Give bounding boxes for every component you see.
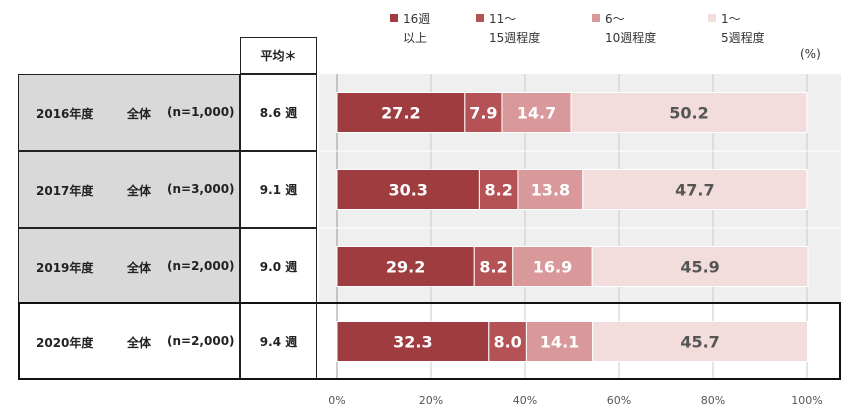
data-label: 45.9: [680, 258, 719, 277]
x-tick-label: 20%: [419, 394, 443, 407]
row-average-2020: 9.4 週: [240, 303, 317, 380]
data-label: 29.2: [386, 258, 425, 277]
data-label: 14.7: [517, 104, 556, 123]
row-label-2020: 2020年度 全体 (n=2,000): [18, 303, 240, 380]
data-label: 16.9: [533, 258, 572, 277]
legend-label-line2: 以上: [403, 31, 428, 45]
row-average-2016: 8.6 週: [240, 74, 317, 151]
legend-swatch-6-10w: [592, 14, 600, 22]
bar-segment: [570, 92, 808, 133]
bar-segment: [488, 321, 527, 362]
row-label-2017: 2017年度 全体 (n=3,000): [18, 151, 240, 228]
bar-segment: [473, 246, 514, 287]
bar-segment: [591, 246, 809, 287]
data-label: 47.7: [675, 181, 714, 200]
legend-item-6-10w: 6～ 10週程度: [592, 10, 656, 48]
row-group: 全体: [127, 261, 152, 275]
data-label: 30.3: [388, 181, 427, 200]
x-tick-label: 40%: [513, 394, 537, 407]
legend-item-16w: 16週 以上: [390, 10, 430, 48]
bar-segment: [336, 169, 480, 210]
bar-segment: [525, 321, 594, 362]
data-label: 50.2: [669, 104, 708, 123]
legend-item-1-5w: 1～ 5週程度: [708, 10, 765, 48]
bar-segment: [501, 92, 572, 133]
legend-label-line2: 5週程度: [721, 31, 765, 45]
data-label: 8.2: [479, 258, 507, 277]
data-label: 45.7: [680, 333, 719, 352]
row-sample-size: (n=1,000): [167, 105, 235, 119]
data-label: 27.2: [381, 104, 420, 123]
legend-label-line1: 6～: [605, 12, 625, 26]
unit-label: (%): [800, 47, 821, 61]
row-year: 2016年度: [36, 107, 94, 121]
row-year: 2017年度: [36, 184, 94, 198]
average-column-header: 平均＊: [240, 37, 317, 74]
legend-swatch-16w: [390, 14, 398, 22]
row-average-2019: 9.0 週: [240, 228, 317, 305]
data-label: 7.9: [469, 104, 497, 123]
data-label: 8.2: [485, 181, 513, 200]
bar-segment: [592, 321, 808, 362]
row-year: 2019年度: [36, 261, 94, 275]
row-average-2017: 9.1 週: [240, 151, 317, 228]
data-label: 8.0: [493, 333, 521, 352]
row-label-2019: 2019年度 全体 (n=2,000): [18, 228, 240, 305]
row-sample-size: (n=3,000): [167, 182, 235, 196]
bar-segment: [582, 169, 808, 210]
legend-label-line1: 16週: [403, 12, 431, 26]
bar-segment: [336, 246, 475, 287]
row-sample-size: (n=2,000): [167, 259, 235, 273]
bar-segment: [336, 92, 466, 133]
row-group: 全体: [127, 336, 152, 350]
legend-swatch-1-5w: [708, 14, 716, 22]
legend-item-11-15w: 11～ 15週程度: [476, 10, 540, 48]
x-tick-label: 100%: [791, 394, 822, 407]
x-tick-label: 0%: [328, 394, 345, 407]
row-group: 全体: [127, 107, 152, 121]
bar-segment: [478, 169, 519, 210]
row-group: 全体: [127, 184, 152, 198]
legend-swatch-11-15w: [476, 14, 484, 22]
data-label: 14.1: [540, 333, 579, 352]
bar-segment: [464, 92, 503, 133]
data-label: 32.3: [393, 333, 432, 352]
legend-label-line1: 11～: [489, 12, 517, 26]
x-tick-label: 60%: [607, 394, 631, 407]
row-year: 2020年度: [36, 336, 94, 350]
legend-label-line2: 15週程度: [489, 31, 541, 45]
data-label: 13.8: [531, 181, 570, 200]
row-sample-size: (n=2,000): [167, 334, 235, 348]
legend-label-line2: 10週程度: [605, 31, 657, 45]
x-tick-label: 80%: [701, 394, 725, 407]
legend-label-line1: 1～: [721, 12, 741, 26]
bar-segment: [336, 321, 490, 362]
row-label-2016: 2016年度 全体 (n=1,000): [18, 74, 240, 151]
